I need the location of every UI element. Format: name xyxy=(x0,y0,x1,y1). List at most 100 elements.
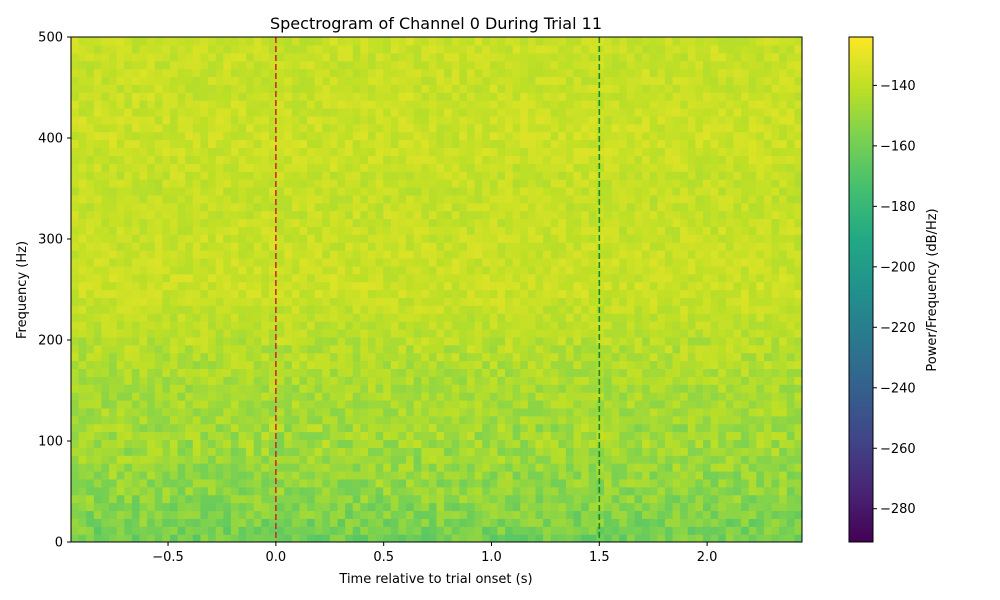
heatmap-cell xyxy=(718,202,727,212)
heatmap-cell xyxy=(779,226,788,235)
heatmap-cell xyxy=(535,526,544,535)
heatmap-cell xyxy=(101,234,110,243)
heatmap-cell xyxy=(428,534,438,542)
heatmap-cell xyxy=(482,226,491,235)
heatmap-cell xyxy=(352,257,361,267)
heatmap-cell xyxy=(786,234,795,243)
heatmap-cell xyxy=(398,250,407,259)
heatmap-cell xyxy=(626,502,636,512)
heatmap-cell xyxy=(596,423,605,433)
heatmap-cell xyxy=(268,447,278,456)
heatmap-cell xyxy=(177,250,186,259)
heatmap-cell xyxy=(794,486,802,496)
heatmap-cell xyxy=(763,431,773,441)
heatmap-cell xyxy=(581,155,590,164)
heatmap-cell xyxy=(276,242,285,251)
heatmap-cell xyxy=(733,210,742,220)
heatmap-cell xyxy=(573,392,582,401)
heatmap-cell xyxy=(687,486,696,496)
heatmap-cell xyxy=(299,470,308,480)
heatmap-cell xyxy=(337,534,346,542)
heatmap-cell xyxy=(398,218,407,227)
heatmap-cell xyxy=(71,257,80,267)
heatmap-cell xyxy=(406,250,415,259)
heatmap-cell xyxy=(535,376,544,385)
heatmap-cell xyxy=(428,147,438,156)
heatmap-cell xyxy=(413,281,422,291)
heatmap-cell xyxy=(139,265,148,275)
heatmap-cell xyxy=(238,226,247,235)
heatmap-cell xyxy=(398,502,407,512)
heatmap-cell xyxy=(558,131,567,141)
heatmap-cell xyxy=(763,265,773,275)
heatmap-cell xyxy=(466,179,476,188)
heatmap-cell xyxy=(611,242,620,251)
heatmap-cell xyxy=(116,257,125,267)
heatmap-cell xyxy=(611,336,620,346)
heatmap-cell xyxy=(573,328,582,338)
heatmap-cell xyxy=(733,202,742,212)
heatmap-cell xyxy=(626,439,636,448)
heatmap-cell xyxy=(459,313,468,322)
heatmap-cell xyxy=(748,202,757,212)
heatmap-cell xyxy=(733,297,742,306)
heatmap-cell xyxy=(535,336,544,346)
heatmap-cell xyxy=(299,218,308,227)
heatmap-cell xyxy=(192,257,202,267)
heatmap-cell xyxy=(375,399,384,409)
heatmap-cell xyxy=(413,463,422,472)
heatmap-cell xyxy=(466,273,476,283)
heatmap-cell xyxy=(672,360,681,370)
heatmap-cell xyxy=(230,415,240,425)
heatmap-cell xyxy=(78,147,87,156)
heatmap-cell xyxy=(169,186,179,196)
heatmap-cell xyxy=(246,439,255,448)
heatmap-cell xyxy=(268,321,278,330)
heatmap-cell xyxy=(581,463,590,472)
heatmap-cell xyxy=(322,478,331,488)
heatmap-cell xyxy=(543,526,552,535)
heatmap-cell xyxy=(169,352,179,362)
heatmap-cell xyxy=(192,234,202,243)
heatmap-cell xyxy=(451,313,460,322)
heatmap-cell xyxy=(238,392,247,401)
heatmap-cell xyxy=(86,321,95,330)
heatmap-cell xyxy=(444,242,453,251)
heatmap-cell xyxy=(337,360,346,370)
heatmap-cell xyxy=(611,179,620,188)
heatmap-cell xyxy=(436,439,445,448)
heatmap-cell xyxy=(733,328,742,338)
heatmap-cell xyxy=(86,439,95,448)
heatmap-cell xyxy=(337,392,346,401)
heatmap-cell xyxy=(466,399,476,409)
heatmap-cell xyxy=(307,289,316,298)
heatmap-cell xyxy=(725,202,735,212)
heatmap-cell xyxy=(162,257,171,267)
heatmap-cell xyxy=(162,494,171,504)
heatmap-cell xyxy=(421,470,430,480)
heatmap-cell xyxy=(436,376,445,385)
heatmap-cell xyxy=(253,234,262,243)
heatmap-cell xyxy=(78,470,87,480)
heatmap-cell xyxy=(215,281,224,291)
heatmap-cell xyxy=(680,242,689,251)
heatmap-cell xyxy=(642,352,651,362)
heatmap-cell xyxy=(169,273,179,283)
heatmap-cell xyxy=(505,439,514,448)
heatmap-cell xyxy=(680,250,689,259)
heatmap-cell xyxy=(703,313,712,322)
heatmap-cell xyxy=(436,202,445,212)
heatmap-cell xyxy=(444,336,453,346)
heatmap-cell xyxy=(649,336,658,346)
heatmap-cell xyxy=(230,281,240,291)
heatmap-cell xyxy=(177,439,186,448)
heatmap-cell xyxy=(322,510,331,519)
heatmap-cell xyxy=(383,186,392,196)
heatmap-cell xyxy=(466,352,476,362)
heatmap-cell xyxy=(428,455,438,464)
heatmap-cell xyxy=(649,368,658,377)
heatmap-cell xyxy=(383,486,392,496)
heatmap-cell xyxy=(535,139,544,149)
heatmap-cell xyxy=(109,423,118,433)
